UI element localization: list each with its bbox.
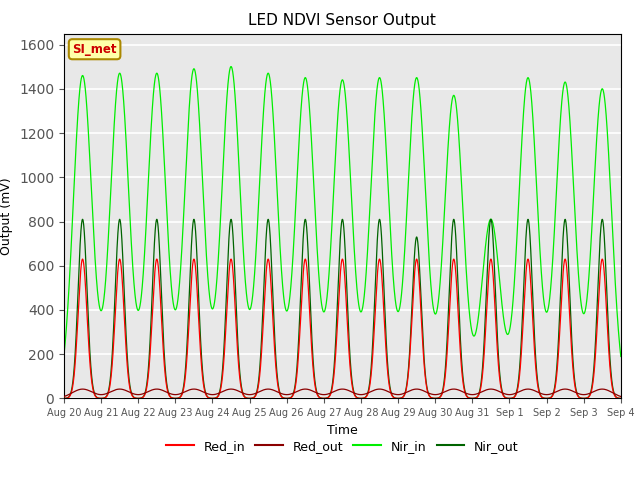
Y-axis label: Output (mV): Output (mV) [1, 177, 13, 255]
Text: SI_met: SI_met [72, 43, 117, 56]
Title: LED NDVI Sensor Output: LED NDVI Sensor Output [248, 13, 436, 28]
X-axis label: Time: Time [327, 424, 358, 437]
Legend: Red_in, Red_out, Nir_in, Nir_out: Red_in, Red_out, Nir_in, Nir_out [161, 435, 524, 458]
